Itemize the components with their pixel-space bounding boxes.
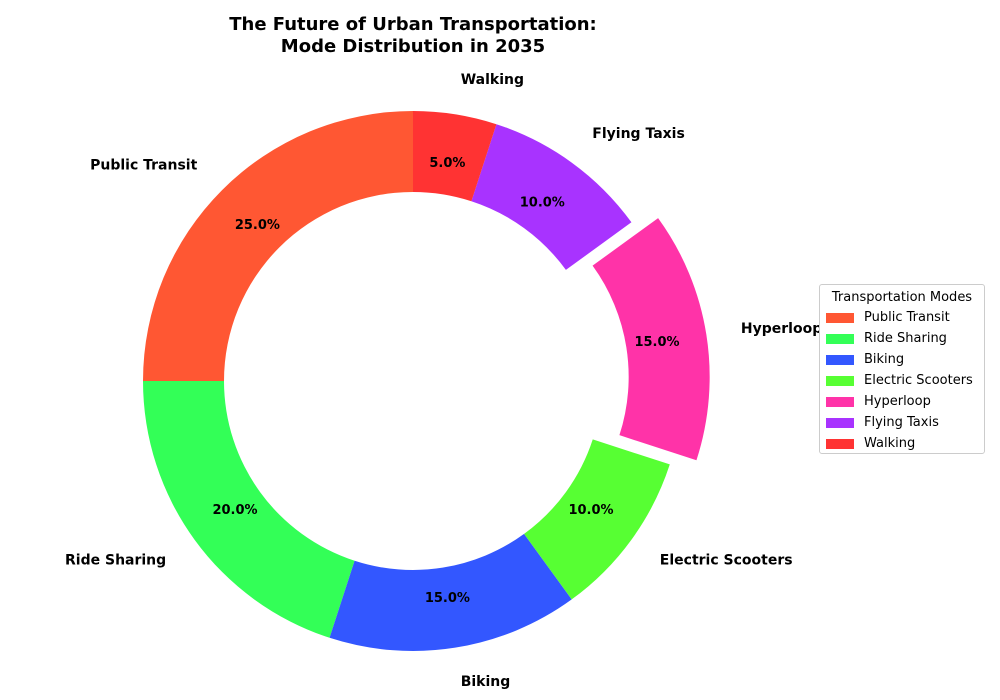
legend-label-flying-taxis: Flying Taxis (864, 415, 939, 430)
percent-label-public-transit: 25.0% (235, 218, 280, 233)
legend-swatch-electric-scooters (826, 375, 854, 386)
percent-label-hyperloop: 15.0% (634, 335, 679, 350)
legend-item-walking: Walking (826, 433, 984, 454)
percent-label-flying-taxis: 10.0% (520, 196, 565, 211)
legend-item-hyperloop: Hyperloop (826, 391, 984, 412)
category-label-public-transit: Public Transit (90, 157, 197, 173)
percent-labels: 25.0% 20.0% 15.0% 10.0% 15.0% 10.0% 5.0% (212, 156, 679, 606)
legend-swatch-hyperloop (826, 396, 854, 407)
chart-title: The Future of Urban Transportation: (229, 14, 597, 35)
legend-item-ride-sharing: Ride Sharing (826, 328, 984, 349)
legend-label-public-transit: Public Transit (864, 310, 950, 325)
legend-label-hyperloop: Hyperloop (864, 394, 931, 409)
category-label-hyperloop: Hyperloop (741, 321, 822, 337)
legend-label-biking: Biking (864, 352, 905, 367)
slice-flying-taxis (471, 124, 632, 270)
legend-title: Transportation Modes (831, 290, 973, 305)
legend-item-flying-taxis: Flying Taxis (826, 412, 984, 433)
slice-biking (329, 533, 572, 652)
legend-label-ride-sharing: Ride Sharing (864, 331, 947, 346)
legend-label-electric-scooters: Electric Scooters (864, 373, 973, 388)
slice-ride-sharing (143, 381, 355, 638)
legend-items: Public Transit Ride Sharing Biking Electric… (820, 307, 984, 454)
legend-item-electric-scooters: Electric Scooters (826, 370, 984, 391)
category-label-flying-taxis: Flying Taxis (592, 126, 685, 142)
percent-label-ride-sharing: 20.0% (212, 503, 257, 518)
legend-label-walking: Walking (864, 436, 916, 451)
category-labels: Public Transit Ride Sharing Biking Electric… (65, 72, 822, 690)
category-label-biking: Biking (461, 674, 511, 690)
donut-slices (143, 111, 710, 652)
percent-label-electric-scooters: 10.0% (568, 503, 613, 518)
legend-swatch-flying-taxis (826, 417, 854, 428)
legend-swatch-walking (826, 438, 854, 449)
category-label-ride-sharing: Ride Sharing (65, 552, 166, 568)
legend-swatch-public-transit (826, 312, 854, 323)
slice-electric-scooters (524, 439, 670, 600)
legend-swatch-biking (826, 354, 854, 365)
slice-hyperloop (592, 218, 710, 461)
legend: Transportation Modes Public Transit Ride … (819, 284, 985, 454)
percent-label-biking: 15.0% (425, 591, 470, 606)
percent-label-walking: 5.0% (429, 156, 465, 171)
category-label-walking: Walking (461, 72, 524, 88)
legend-item-biking: Biking (826, 349, 984, 370)
chart-subtitle: Mode Distribution in 2035 (281, 36, 545, 57)
legend-item-public-transit: Public Transit (826, 307, 984, 328)
slice-public-transit (143, 111, 413, 381)
slice-walking (413, 111, 497, 202)
category-label-electric-scooters: Electric Scooters (660, 552, 793, 568)
legend-swatch-ride-sharing (826, 333, 854, 344)
